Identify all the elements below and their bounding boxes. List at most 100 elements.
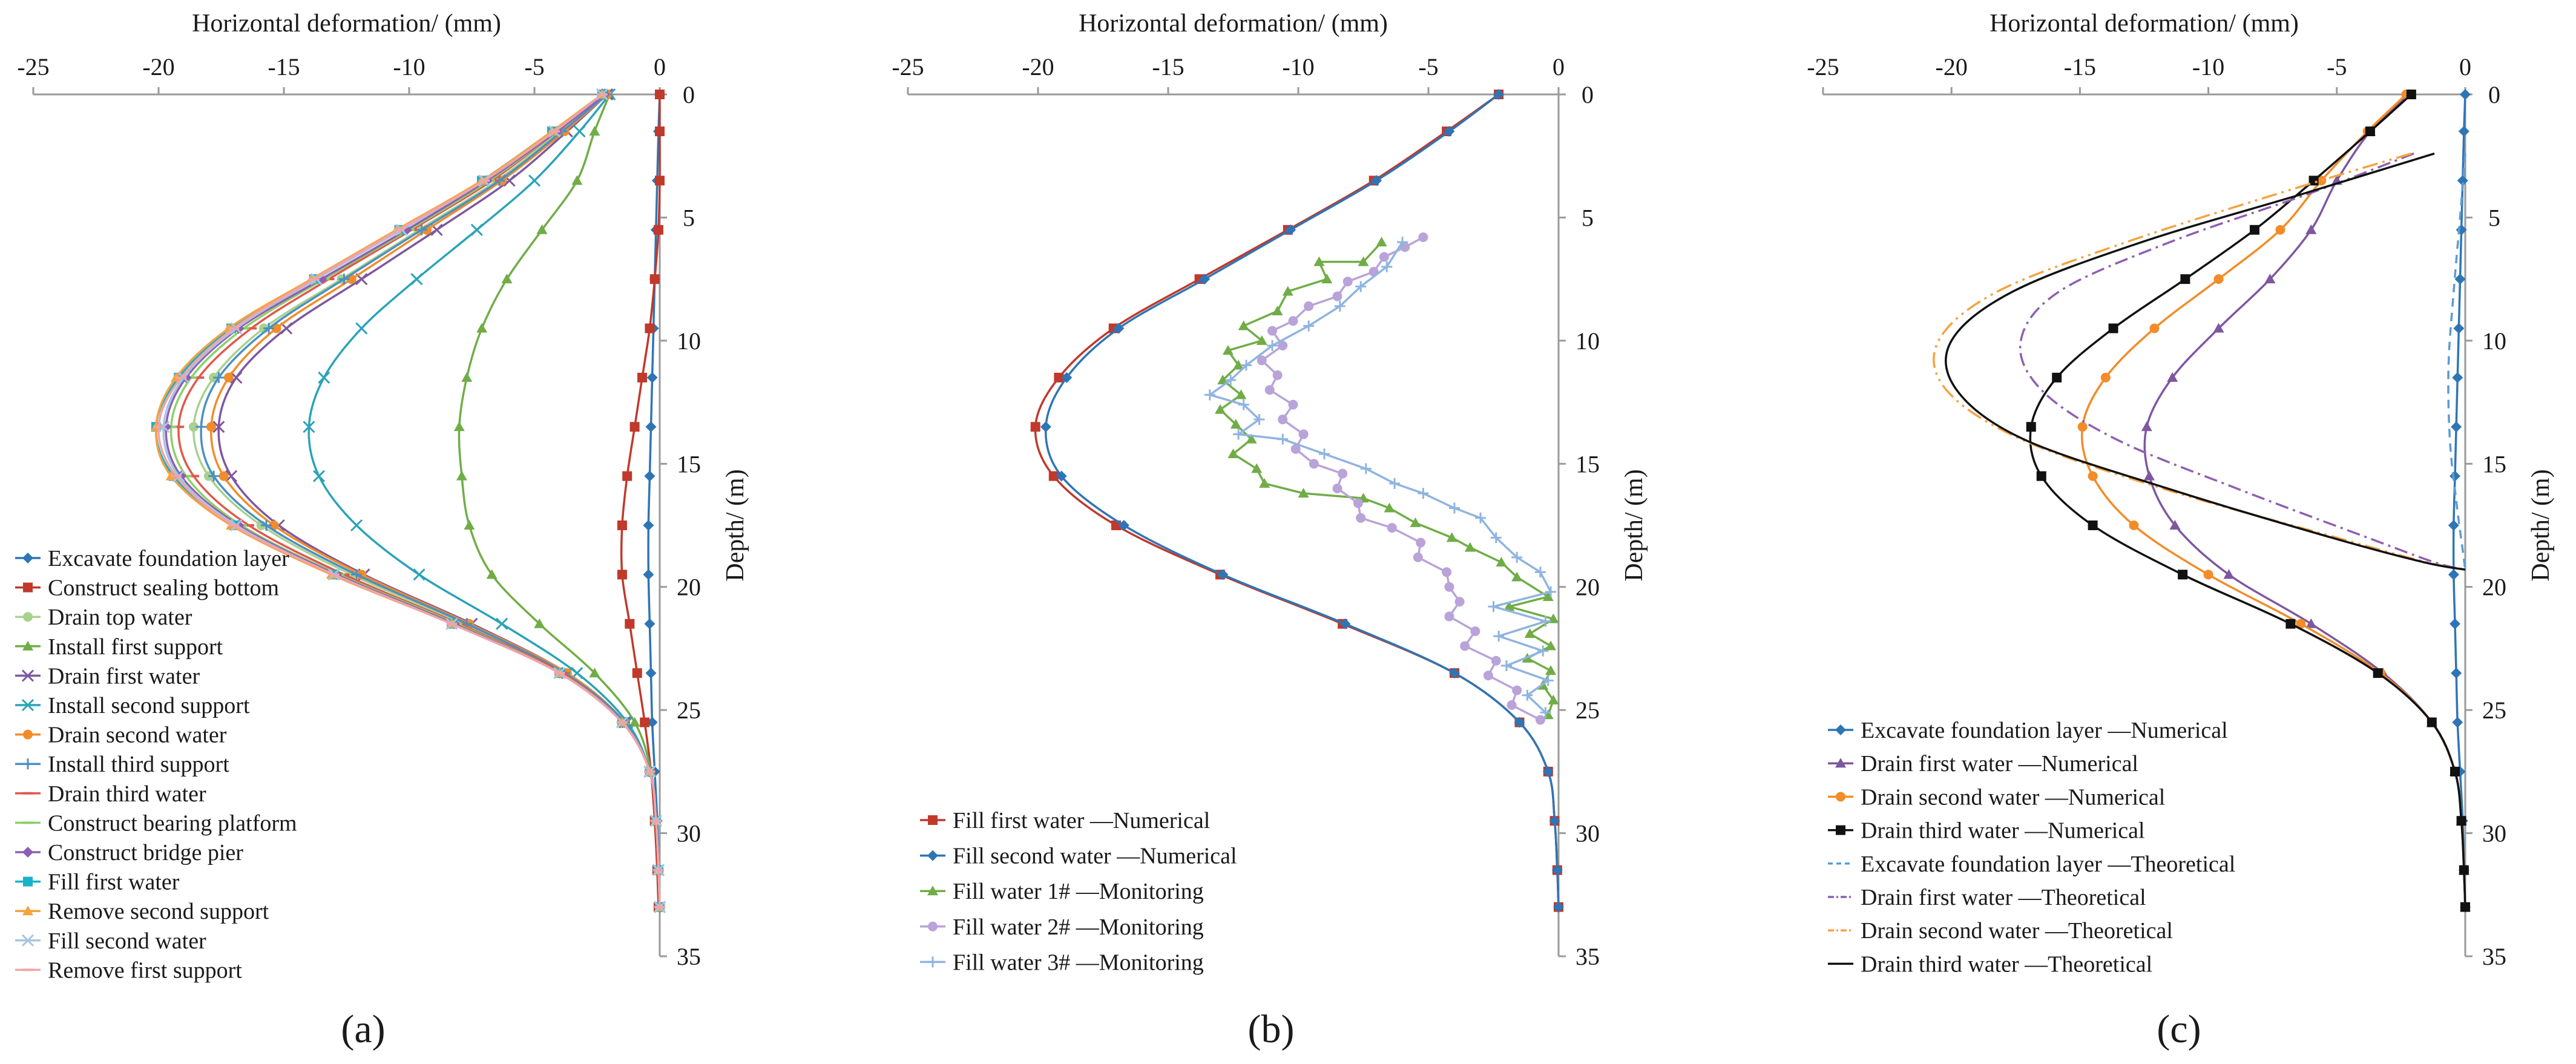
data-point xyxy=(2129,521,2139,530)
data-point xyxy=(1217,374,1229,384)
legend-label: Drain second water —Theoretical xyxy=(1861,918,2173,944)
data-point xyxy=(470,223,483,236)
series-8 xyxy=(1945,152,2466,571)
data-point xyxy=(355,322,368,335)
series-line xyxy=(1034,93,1560,907)
series-6 xyxy=(2019,153,2466,571)
data-point xyxy=(528,174,541,187)
data-point xyxy=(2141,421,2152,432)
series-line xyxy=(2029,93,2466,907)
legend-label: Fill water 2# —Monitoring xyxy=(953,915,1204,940)
x-tick-label: -15 xyxy=(268,53,300,80)
data-point xyxy=(496,617,508,630)
data-point xyxy=(1493,631,1505,642)
data-point xyxy=(1338,468,1348,479)
data-point xyxy=(21,698,34,712)
series-6 xyxy=(303,88,666,913)
data-point xyxy=(927,885,938,896)
data-point xyxy=(2451,668,2462,679)
data-point xyxy=(263,323,275,334)
x-tick-label: -15 xyxy=(2064,53,2096,80)
data-point xyxy=(1256,335,1267,345)
data-point xyxy=(456,470,467,481)
data-point xyxy=(1397,237,1408,248)
legend-label: Fill first water —Numerical xyxy=(953,808,1210,833)
data-point xyxy=(23,612,33,622)
data-point xyxy=(1254,414,1265,425)
data-point xyxy=(1267,340,1278,351)
data-point xyxy=(23,729,33,740)
legend-label: Fill second water xyxy=(48,928,206,954)
data-point xyxy=(212,421,225,433)
y-tick-label: 10 xyxy=(2482,327,2506,355)
data-point xyxy=(2203,570,2213,580)
y-tick-label: 5 xyxy=(2488,204,2500,231)
series-3 xyxy=(1215,237,1559,720)
data-point xyxy=(645,668,657,679)
legend-item: Remove second support xyxy=(15,899,269,924)
y-tick-label: 15 xyxy=(1576,450,1600,478)
data-point xyxy=(1298,488,1309,498)
legend-label: Drain third water xyxy=(48,781,206,807)
panel-label: (c) xyxy=(2157,1007,2201,1051)
data-point xyxy=(1545,665,1557,675)
series-5 xyxy=(2447,153,2466,570)
data-point xyxy=(1542,675,1554,686)
data-point xyxy=(1551,864,1563,876)
y-axis-title: Depth/ (m) xyxy=(721,469,749,581)
y-tick-label: 20 xyxy=(1576,574,1600,601)
legend-label: Drain first water —Theoretical xyxy=(1861,885,2146,910)
data-point xyxy=(1355,281,1367,292)
data-point xyxy=(644,470,656,482)
data-point xyxy=(2450,618,2461,629)
data-point xyxy=(927,850,938,861)
y-tick-label: 0 xyxy=(1582,81,1594,108)
legend-item: Drain second water —Theoretical xyxy=(1828,918,2173,944)
data-point xyxy=(2100,372,2111,383)
data-point xyxy=(2448,569,2459,580)
data-point xyxy=(643,569,654,580)
data-point xyxy=(1381,261,1393,272)
legend-label: Fill water 3# —Monitoring xyxy=(953,950,1204,975)
y-tick-label: 25 xyxy=(2482,697,2506,724)
legend-item: Fill first water xyxy=(15,870,180,895)
y-tick-label: 25 xyxy=(1576,697,1600,724)
legend-label: Construct bearing platform xyxy=(48,810,297,836)
data-point xyxy=(1384,502,1395,513)
data-point xyxy=(2406,90,2416,99)
data-point xyxy=(2167,372,2178,382)
data-point xyxy=(1278,340,1288,350)
chart-panel-3: -25 -20 -15 -10 -5 0 Horizontal deformation/ (… xyxy=(1807,10,2555,1051)
legend-label: Fill first water xyxy=(48,870,180,895)
data-point xyxy=(1030,422,1040,432)
legend-item: Construct sealing bottom xyxy=(15,576,279,601)
legend-label: Fill second water —Numerical xyxy=(953,844,1237,869)
data-point xyxy=(2450,470,2461,482)
data-point xyxy=(644,618,656,629)
data-point xyxy=(218,471,229,481)
data-point xyxy=(645,421,657,433)
data-point xyxy=(1313,256,1325,266)
data-point xyxy=(461,372,473,382)
legend-item: Fill water 3# —Monitoring xyxy=(920,950,1204,975)
data-point xyxy=(1522,689,1533,701)
data-point xyxy=(1267,326,1277,336)
data-point xyxy=(1309,459,1319,469)
data-point xyxy=(1235,389,1247,399)
y-tick-label: 5 xyxy=(683,204,695,231)
data-point xyxy=(2316,176,2327,186)
panel-label: (b) xyxy=(1248,1007,1295,1051)
data-point xyxy=(2213,323,2224,333)
legend-label: Drain second water —Numerical xyxy=(1861,784,2165,810)
legend-item: Fill second water xyxy=(15,928,206,954)
data-point xyxy=(1501,660,1512,671)
legend-item: Install third support xyxy=(15,752,229,777)
data-point xyxy=(534,618,545,628)
data-point xyxy=(1542,766,1554,777)
data-point xyxy=(1230,419,1241,429)
legend-item: Drain third water —Numerical xyxy=(1828,818,2145,844)
y-tick-label: 5 xyxy=(1582,204,1594,231)
y-tick-label: 10 xyxy=(677,327,701,355)
data-point xyxy=(1454,597,1465,607)
data-point xyxy=(230,371,243,384)
